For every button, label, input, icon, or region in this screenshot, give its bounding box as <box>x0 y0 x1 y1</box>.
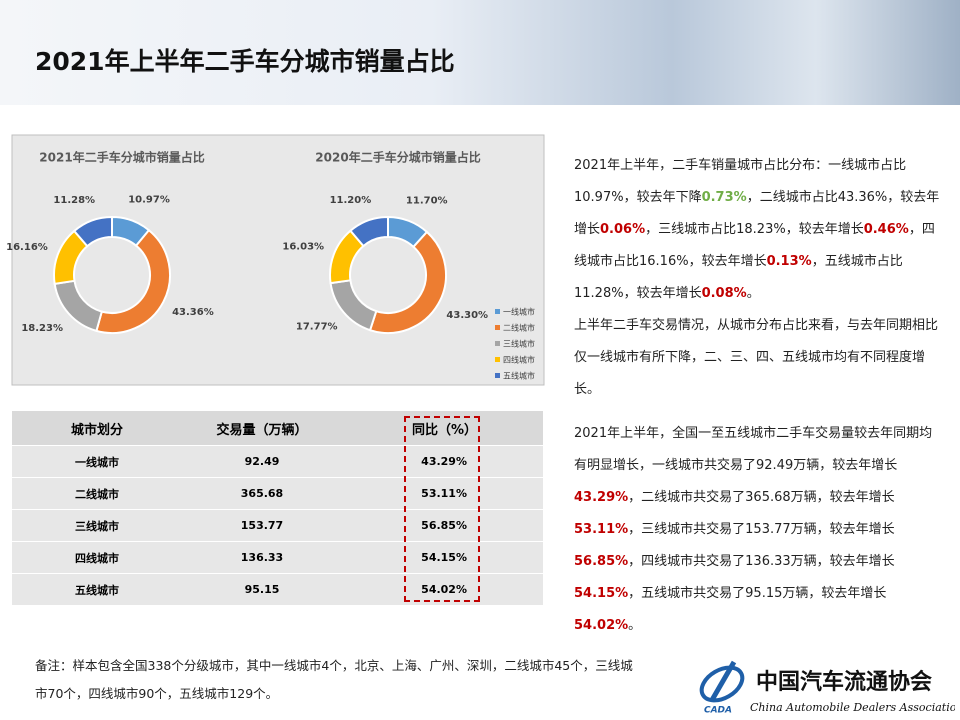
table-cell: 三线城市 <box>75 519 119 533</box>
text-run: 56.85% <box>574 554 629 569</box>
data-label: 10.97% <box>128 195 170 206</box>
header-cell: 同比（%） <box>412 422 478 438</box>
text-run: ，四线城市共交易了136.33万辆，较去年增长 <box>628 554 895 569</box>
table-cell: 二线城市 <box>75 487 119 501</box>
legend-label: 二线城市 <box>503 323 535 333</box>
text-run: 0.46% <box>863 222 909 237</box>
legend-swatch <box>495 357 500 362</box>
chart-panel: 2021年二手车分城市销量占比 10.97% 43.36% 18.23% 16.16% 1… <box>6 134 545 386</box>
title: 2021年上半年二手车分城市销量占比 <box>35 47 455 76</box>
highlight-box <box>404 416 480 602</box>
table-cell: 365.68 <box>240 487 284 500</box>
logo-abbr: CADA <box>704 706 732 716</box>
table-cell: 92.49 <box>244 455 280 468</box>
text-run: 54.02% <box>574 618 629 633</box>
legend-label: 五线城市 <box>503 371 535 381</box>
donut-slice <box>349 215 389 248</box>
table-cell: 54.02% <box>421 583 467 596</box>
text-run: ，三线城市共交易了153.77万辆，较去年增长 <box>628 522 895 537</box>
text-run: ，三线城市占比18.23%，较去年增长 <box>645 222 864 237</box>
logo-mark <box>709 660 737 702</box>
panel-bg <box>11 134 545 386</box>
text-run: 0.13% <box>766 254 812 269</box>
logo: CADA 中国汽车流通协会 China Automobile Dealers A… <box>699 660 955 716</box>
table-cell: 153.77 <box>240 519 284 532</box>
data-label: 11.20% <box>330 195 372 206</box>
text-run: ，四线城市占比16.16%，较去年增长 <box>574 222 935 269</box>
text-run: 2021年上半年，二手车销量城市占比分布：一线城市占比10.97%，较去年下降 <box>574 158 907 205</box>
paragraph: 2021年上半年，全国一至五线城市二手车交易量较去年同期均有明显增长，一线城市共… <box>574 418 942 642</box>
table-cell: 53.11% <box>421 487 467 500</box>
data-label: 17.77% <box>296 321 338 332</box>
table-cell: 五线城市 <box>75 583 119 597</box>
legend-swatch <box>495 373 500 378</box>
data-label: 18.23% <box>21 323 63 334</box>
header-band <box>0 0 960 105</box>
paragraph: 2021年上半年，二手车销量城市占比分布：一线城市占比10.97%，较去年下降0… <box>574 150 942 310</box>
table-cell: 56.85% <box>421 519 467 532</box>
legend-swatch <box>495 325 500 330</box>
data-label: 11.28% <box>53 195 95 206</box>
table-cell: 43.29% <box>421 455 467 468</box>
chart-title: 2020年二手车分城市销量占比 <box>315 150 480 165</box>
text-run: 0.73% <box>701 190 747 205</box>
donut-slice <box>72 215 113 248</box>
text-run: 0.06% <box>600 222 646 237</box>
table-cell: 54.15% <box>421 551 467 564</box>
text-run: 54.15% <box>574 586 629 601</box>
table-row: 五线城市 95.15 54.02% <box>12 573 543 605</box>
table-row: 二线城市 365.68 53.11% <box>12 477 543 509</box>
text-run: 43.29% <box>574 490 629 505</box>
text-run: ，五线城市共交易了95.15万辆，较去年增长 <box>628 586 887 601</box>
header-cell: 交易量（万辆） <box>216 422 308 438</box>
text-run: 上半年二手车交易情况，从城市分布占比来看，与去年同期相比仅一线城市有所下降，二、… <box>574 318 939 397</box>
paragraph: 上半年二手车交易情况，从城市分布占比来看，与去年同期相比仅一线城市有所下降，二、… <box>574 310 942 406</box>
legend-swatch <box>495 341 500 346</box>
data-label: 16.03% <box>282 242 324 253</box>
data-label: 43.36% <box>172 307 214 318</box>
text-run: ，二线城市占比43.36%，较去年增长 <box>574 190 940 237</box>
logo-english: China Automobile Dealers Association <box>750 701 955 714</box>
table-cell: 一线城市 <box>75 455 119 469</box>
text-run: 0.08% <box>701 286 747 301</box>
note: 备注：样本包含全国338个分级城市，其中一线城市4个，北京、上海、广州、深圳，二… <box>35 658 633 701</box>
data-label: 16.16% <box>6 242 48 253</box>
table-header: 城市划分 交易量（万辆） 同比（%） <box>12 410 543 445</box>
table-row: 一线城市 92.49 43.29% <box>12 445 543 477</box>
table-cell: 136.33 <box>240 551 284 564</box>
text-run: 2021年上半年，全国一至五线城市二手车交易量较去年同期均有明显增长，一线城市共… <box>574 426 933 473</box>
table-cell: 95.15 <box>244 583 280 596</box>
text-run: ，二线城市共交易了365.68万辆，较去年增长 <box>628 490 895 505</box>
text-run: ，五线城市占比11.28%，较去年增长 <box>574 254 903 301</box>
table: 城市划分 交易量（万辆） 同比（%） 一线城市 92.49 43.29% 二线城市 365.6… <box>12 410 543 605</box>
data-label: 11.70% <box>406 195 448 206</box>
table-row: 三线城市 153.77 56.85% <box>12 509 543 541</box>
header-cell: 城市划分 <box>70 422 123 438</box>
logo-name: 中国汽车流通协会 <box>756 669 932 695</box>
legend-label: 一线城市 <box>503 307 535 317</box>
text-run: 。 <box>746 286 760 301</box>
chart-title: 2021年二手车分城市销量占比 <box>39 150 204 165</box>
table-cell: 四线城市 <box>75 551 119 565</box>
data-label: 43.30% <box>446 310 488 321</box>
logo-mark <box>699 665 745 703</box>
text-run: 53.11% <box>574 522 629 537</box>
text-run: 。 <box>628 618 642 633</box>
legend-label: 四线城市 <box>503 355 535 365</box>
legend-label: 三线城市 <box>503 339 535 349</box>
table-row: 四线城市 136.33 54.15% <box>12 541 543 573</box>
legend-swatch <box>495 309 500 314</box>
